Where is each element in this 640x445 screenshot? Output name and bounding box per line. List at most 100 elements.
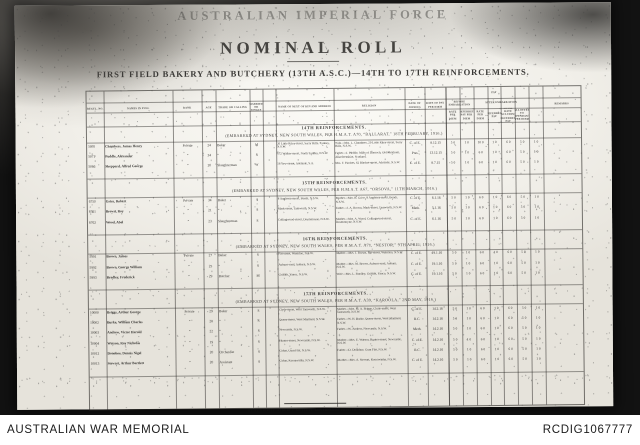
cell-pay-5: 6 0 xyxy=(508,315,513,320)
cell-pay-6: 5 0 xyxy=(520,215,526,220)
cell-pay-1: 5 0 xyxy=(452,271,457,276)
cell-date-joining: 14.2.16 xyxy=(432,357,444,362)
cell-marital-status: M xyxy=(254,142,259,147)
cell-rank: Private xyxy=(184,309,195,314)
cell-next-of-kin: Father—J. A. Brown, Mark-street, Tamwort… xyxy=(335,206,403,211)
cell-pay-1: 5 0 xyxy=(450,150,456,155)
cell-pay-1: 5 0 xyxy=(453,357,458,362)
cell-pay-4: 1 0 xyxy=(492,194,498,199)
cell-pay-3: 6 0 xyxy=(480,347,486,352)
cell-name: Andrew, Victor Harold xyxy=(107,330,142,335)
cell-address: Mark-street, Tamworth, N.S.W. xyxy=(277,207,317,211)
cell-next-of-kin: Wife—Mrs. L. Bradley, Griffith, Yanco, N… xyxy=(336,271,396,276)
cell-next-of-kin: Mother—Mrs. M. A. Briggs, Clyde-street, … xyxy=(336,306,397,315)
cell-pay-1: 5 0 xyxy=(452,306,458,311)
cell-address: 20 Little Riley-street, Surry Hills, Syd… xyxy=(277,141,330,149)
cell-pay-7: 1 0 xyxy=(536,356,541,361)
cell-address: 172 Walker-street, North Sydney, N.S.W. xyxy=(277,151,329,156)
cell-date-joining: 19.1.16 xyxy=(431,250,443,256)
cell-pay-5: 6 0 xyxy=(506,159,511,165)
cell-date-joining: 14.2.16 xyxy=(432,347,444,352)
cell-pay-3: 6 0 xyxy=(479,195,484,200)
cell-religion: C. of E. xyxy=(409,160,421,166)
cell-religion: C. of E. xyxy=(411,337,423,342)
cell-trade: Butcher xyxy=(218,273,230,279)
cell-pay-5: 6 0 xyxy=(508,357,514,362)
cell-rank: ” xyxy=(189,360,191,365)
cell-age: 20 xyxy=(209,360,214,365)
cell-pay-5: 6 0 xyxy=(507,215,512,220)
column-header-rate-of-pay-per-diem: Rate of Pay per Diem xyxy=(425,101,445,109)
nominal-roll-table: Regtl. No. Names in full Rank Age Trade or C… xyxy=(85,85,586,411)
cell-pay-3: 6 0 xyxy=(479,205,484,210)
cell-regtl-no: 5993 xyxy=(89,275,97,280)
cell-regtl-no: 10002 xyxy=(90,320,99,325)
cell-name: Puddle, Alexander xyxy=(105,153,133,159)
cell-pay-7: 1 0 xyxy=(535,325,541,330)
cell-rank: ” xyxy=(188,329,191,334)
cell-religion: C. of E. xyxy=(410,195,422,200)
cell-religion: R.C. xyxy=(413,316,421,321)
cell-rank: Private xyxy=(183,253,194,258)
pay-column-header-5: Total Rate Including Deferred Pay xyxy=(501,107,516,122)
caption-institution: AUSTRALIAN WAR MEMORIAL xyxy=(7,424,190,436)
cell-marital-status: S xyxy=(258,359,261,364)
cell-name: Grice, Robert xyxy=(105,199,127,204)
cell-name: Burke, William Charles xyxy=(107,320,143,325)
cell-regtl-no: 6762 xyxy=(88,220,96,225)
cell-next-of-kin: Father—D. Donohoe, Gum Flat, N.S.W. xyxy=(337,347,388,352)
cell-date-joining: 6.1.16 xyxy=(432,216,441,221)
cell-pay-2: 1 0 xyxy=(464,139,470,144)
cell-pay-6: 5 0 xyxy=(521,270,526,275)
cell-marital-status: S xyxy=(257,339,260,344)
column-header-date-of-joining: Date of Joining xyxy=(408,102,421,109)
cell-pay-7: 1 0 xyxy=(535,305,541,310)
cell-pay-4: 1 0 xyxy=(494,336,500,341)
cell-marital-status: S xyxy=(257,308,260,313)
cell-pay-7: 1 0 xyxy=(535,249,540,254)
cell-pay-4: 1 0 xyxy=(492,149,497,154)
cell-marital-status: S xyxy=(256,253,259,258)
pay-column-header-1: Rate per Diem xyxy=(448,110,457,121)
cell-age: 25 xyxy=(208,263,213,268)
cell-pay-1: 5 0 xyxy=(452,261,457,266)
cell-pay-5: 6 0 xyxy=(508,326,513,331)
cell-pay-5: 6 0 xyxy=(507,250,512,255)
cell-pay-7: 1 0 xyxy=(533,149,539,154)
cell-pay-2: 1 0 xyxy=(466,326,472,331)
cell-name: Brown, James xyxy=(106,254,128,259)
cell-pay-6: 5 0 xyxy=(522,356,527,361)
cell-pay-5: 6 0 xyxy=(506,149,511,154)
pay-column-header-4: Deferred Pay xyxy=(487,111,502,119)
cell-pay-1: 5 0 xyxy=(453,347,458,352)
cell-date-joining: 14.2.16 xyxy=(432,316,443,321)
cell-age: 24 xyxy=(207,142,211,147)
cell-age: 29 xyxy=(209,308,213,313)
column-header-name-of-next-of-kin-and-address: Name of Next of Kin and Address xyxy=(278,104,332,109)
cell-address: Griffith, Yanco, N.S.W. xyxy=(278,272,308,277)
cell-regtl-no: 5991 xyxy=(89,254,97,259)
cell-next-of-kin: Wife—Mrs. L. Chambers, 20 Little Riley-s… xyxy=(335,140,403,149)
cell-marital-status: S xyxy=(256,207,259,212)
cell-pay-1: 5 0 xyxy=(452,337,458,342)
cell-next-of-kin: Mother—Mrs. J. Brown, Pitt-street, Water… xyxy=(336,251,404,256)
cell-rank: ” xyxy=(187,163,189,168)
cell-pay-2: 1 0 xyxy=(465,205,470,210)
cell-pay-4: 1 0 xyxy=(494,346,500,351)
cell-rank: ” xyxy=(189,350,191,355)
cell-pay-7: 1 0 xyxy=(536,346,541,351)
cell-date-joining: 6.1.16 xyxy=(431,195,441,200)
cell-pay-3: 10 0 xyxy=(477,139,484,144)
cell-date-joining: 14.2.16 xyxy=(432,326,443,332)
cell-pay-1: 5 0 xyxy=(452,316,458,321)
cell-pay-3: 6 0 xyxy=(479,250,485,255)
cell-pay-1: 5 0 xyxy=(452,326,458,331)
cell-address: Collingwood-street, Drummoyne, N.S.W. xyxy=(277,217,330,222)
cell-marital-status: S xyxy=(255,152,258,157)
cell-regtl-no: 5992 xyxy=(89,265,97,270)
cell-next-of-kin: Mother—Mrs. A. Wood, Collingwood-street,… xyxy=(335,216,392,225)
cell-pay-4: 1 0 xyxy=(493,215,498,220)
cell-age: 27 xyxy=(208,253,213,258)
cell-address: Pitt-street, Waterloo, N.S.W. xyxy=(278,252,314,256)
title-divider-rule xyxy=(287,60,340,63)
